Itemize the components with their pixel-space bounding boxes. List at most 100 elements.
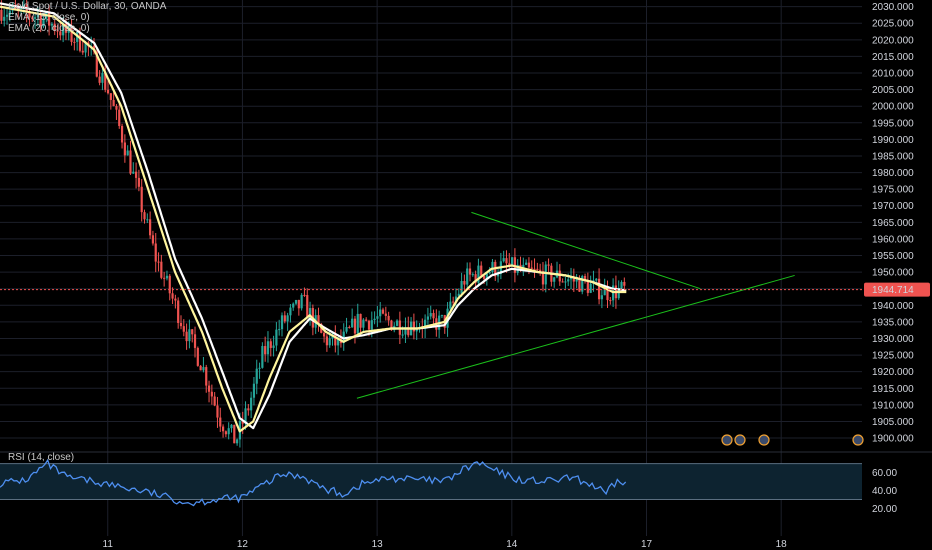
time-axis: 11 12 13 14 17 18 [103,539,788,550]
ema20-line [0,5,627,433]
candle-body [401,334,404,336]
last-price-badge-text: 1944.714 [872,285,914,296]
candle-body [583,275,587,281]
candle-body [0,9,3,21]
candle-body [362,319,365,328]
candle-body [275,329,278,346]
ema-lines [0,2,627,433]
price-tick-label: 2015.000 [872,52,914,63]
candle-body [353,318,357,334]
candle-series [0,0,626,448]
candle-body [146,219,149,221]
candle-body [536,268,539,270]
candle-body [488,272,491,274]
candle-body [468,268,472,275]
candle-body [303,294,306,296]
candle-body [544,264,547,285]
candle-body [575,278,578,282]
candle-body [308,308,312,318]
candle-body [22,4,25,7]
candle-body [569,277,573,280]
price-tick-label: 1935.000 [872,317,914,328]
candle-body [199,365,202,371]
price-tick-label: 1940.000 [872,301,914,312]
candle-body [64,23,68,33]
rsi-legend[interactable]: RSI (14, close) [8,452,75,463]
candle-body [300,294,303,309]
candle-body [505,258,508,264]
candle-body [379,309,382,317]
candle-body [424,319,427,329]
candle-body [317,315,320,324]
candle-body [367,320,371,330]
candle-body [460,281,463,294]
candle-body [449,301,452,309]
candle-body [474,274,477,283]
candle-body [294,299,298,304]
candle-body [337,338,340,346]
candle-body [426,316,430,320]
candle-body [482,275,486,279]
candle-body [154,243,157,262]
trendline-1 [356,274,795,399]
candle-body [429,313,432,317]
candle-body [328,338,331,346]
ema15-legend[interactable]: EMA (15, close, 0) [8,12,90,23]
event-icons[interactable] [721,434,864,446]
rsi-pane: 60.00 40.00 20.00 [0,458,897,515]
candle-body [600,295,603,300]
ema20-legend[interactable]: EMA (20, close, 0) [8,23,90,34]
candle-body [269,341,272,348]
price-axis: 2030.000 2025.000 2020.000 2015.000 2010.000… [872,2,914,444]
candle-body [553,277,556,282]
candle-body [589,283,592,293]
candle-body [3,16,6,21]
price-tick-label: 2025.000 [872,19,914,30]
candle-body [510,257,514,266]
event-flag-icon [734,434,746,446]
candle-body [210,391,213,397]
price-tick-label: 1925.000 [872,351,914,362]
candle-body [578,278,581,292]
symbol-legend[interactable]: Gold Spot / U.S. Dollar, 30, OANDA [8,1,167,12]
candle-body [196,347,199,366]
candle-body [561,281,564,283]
candle-body [617,288,620,299]
candle-body [78,32,82,51]
candle-body [264,346,267,355]
candle-body [306,295,309,318]
candle-body [137,177,140,187]
candle-body [278,329,281,331]
candle-body [609,300,612,302]
candle-body [193,334,197,348]
price-tick-label: 1920.000 [872,367,914,378]
candle-body [297,299,300,309]
candle-body [373,318,376,321]
candle-body [182,326,185,332]
candle-body [221,426,225,432]
candle-body [70,25,73,42]
price-tick-label: 1990.000 [872,135,914,146]
candle-body [149,219,152,236]
candle-body [109,93,112,100]
candle-body [207,385,211,392]
candle-body [174,298,177,301]
candle-body [325,336,328,346]
candle-body [289,307,292,316]
candle-body [120,126,124,143]
candle-body [390,320,393,331]
price-tick-label: 1905.000 [872,417,914,428]
candle-body [606,287,609,301]
candle-body [17,8,20,10]
candle-body [440,315,444,317]
candle-body [143,212,146,220]
candle-body [345,327,348,332]
price-tick-label: 2010.000 [872,69,914,80]
price-tick-label: 1980.000 [872,168,914,179]
last-price-badge-bg [864,282,930,297]
candle-body [266,341,270,355]
candle-body [205,367,208,386]
candle-body [527,262,531,268]
